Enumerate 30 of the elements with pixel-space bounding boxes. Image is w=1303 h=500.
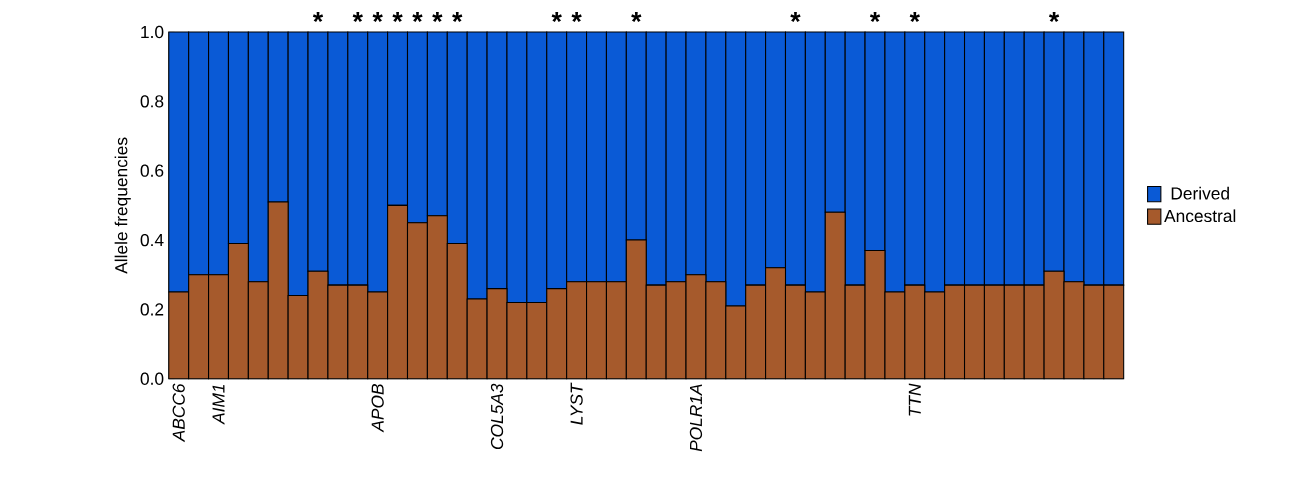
y-axis-title: Allele frequencies (114, 137, 131, 274)
data-label: * (312, 12, 324, 22)
y-tick-label: 0.4 (140, 233, 164, 247)
data-label: * (869, 12, 881, 22)
x-tick-label: ABCC6 (172, 383, 185, 443)
x-tick-label: LYST (570, 382, 583, 425)
y-tick-label: 0.6 (140, 164, 164, 177)
data-label: * (392, 12, 403, 22)
legend-label: Ancestral (1164, 209, 1236, 223)
y-tick-label: 0.8 (140, 95, 164, 108)
data-label: * (571, 12, 582, 22)
y-tick-label: 1.0 (141, 25, 164, 39)
data-label: * (412, 12, 423, 22)
x-tick-label: POLR1A (689, 384, 703, 452)
data-label: * (372, 12, 383, 22)
x-tick-label: TTN (908, 383, 921, 416)
x-tick-label: AIM1 (212, 384, 225, 425)
data-label: * (790, 12, 801, 22)
data-label: * (432, 12, 443, 22)
data-label: * (909, 12, 920, 22)
data-label: * (352, 12, 363, 22)
x-tick-label: COL5A3 (490, 383, 504, 449)
legend-label: Derived (1171, 186, 1229, 200)
y-tick-label: 0.0 (140, 372, 164, 385)
data-label: * (551, 12, 562, 22)
data-label: * (631, 12, 642, 22)
x-tick-label: APOB (371, 383, 384, 433)
data-label: * (1048, 12, 1060, 22)
data-label: * (452, 12, 463, 22)
y-tick-label: 0.2 (140, 303, 164, 316)
